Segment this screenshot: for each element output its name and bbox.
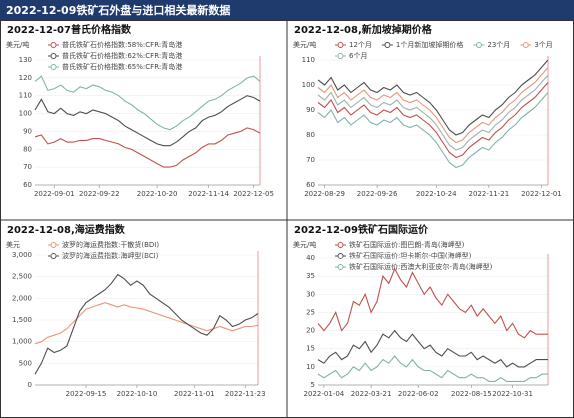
chart-title: 2022-12-07普氏价格指数 <box>7 23 132 36</box>
y-tick-label: 15 <box>306 345 315 353</box>
x-tick-label: 2022-11-14 <box>188 190 229 198</box>
y-tick-label: 130 <box>19 56 32 64</box>
x-tick-label: 2022-08-15 <box>451 390 492 398</box>
y-tick-label: 90 <box>23 127 32 135</box>
legend-label: 普氏铁矿石价格指数:58%:CFR:青岛港 <box>62 40 182 49</box>
y-tick-label: 70 <box>23 163 32 171</box>
legend-label: 波罗的海运费指数:海岬型(BCI) <box>62 251 159 260</box>
y-tick-label: 2,000 <box>12 294 32 302</box>
y-tick-label: 5 <box>311 381 315 389</box>
y-tick-label: 110 <box>19 92 32 100</box>
x-tick-label: 2022-11-23 <box>225 390 266 398</box>
legend-label: 普氏铁矿石价格指数:65%:CFR:青岛港 <box>62 62 182 71</box>
series-line <box>34 95 261 147</box>
series-line <box>317 355 548 382</box>
series-line <box>317 67 549 144</box>
y-axis-label: 美元/吨 <box>6 40 29 49</box>
x-tick-label: 2022-06-02 <box>398 390 439 398</box>
x-tick-label: 2022-01-04 <box>304 390 345 398</box>
x-tick-label: 2022-09-01 <box>34 190 75 198</box>
legend-label: 铁矿石国际运价:坦卡斯尔-中国(海岬型) <box>349 251 472 260</box>
x-tick-label: 2022-08-29 <box>304 190 345 198</box>
x-tick-label: 2022-11-01 <box>174 390 215 398</box>
y-tick-label: 0 <box>28 381 32 389</box>
y-tick-label: 35 <box>306 272 315 280</box>
legend-dot <box>50 64 57 70</box>
series-line <box>317 329 548 368</box>
series-line <box>34 75 261 131</box>
series-line <box>317 74 549 151</box>
y-tick-label: 1,500 <box>12 316 32 324</box>
y-tick-label: 100 <box>302 81 315 89</box>
legend-label: 6个月 <box>349 52 367 60</box>
x-tick-label: 2022-10-24 <box>416 190 457 198</box>
x-tick-label: 2022-09-15 <box>66 390 107 398</box>
y-tick-label: 25 <box>306 308 315 316</box>
series-line <box>317 82 549 159</box>
chart-title: 2022-12-08,海运费指数 <box>7 223 126 236</box>
series-line <box>317 267 548 339</box>
x-tick-label: 2022-10-10 <box>117 390 158 398</box>
legend-label: 23个月 <box>487 41 510 49</box>
x-tick-label: 2022-09-22 <box>79 190 120 198</box>
y-tick-label: 3,000 <box>12 251 32 259</box>
y-tick-label: 60 <box>306 181 315 189</box>
series-line <box>34 127 261 168</box>
y-tick-label: 500 <box>19 359 32 367</box>
y-axis-label: 美元 <box>6 240 20 249</box>
y-tick-label: 20 <box>306 327 315 335</box>
series-line <box>34 302 259 345</box>
y-tick-label: 40 <box>306 254 315 262</box>
legend-dot <box>337 264 344 270</box>
y-tick-label: 110 <box>302 56 315 64</box>
y-tick-label: 10 <box>306 363 315 371</box>
x-tick-label: 2022-10-31 <box>492 390 533 398</box>
legend-dot <box>50 253 57 259</box>
y-tick-label: 120 <box>19 74 32 82</box>
legend-dot <box>337 53 344 59</box>
series-line <box>317 59 549 136</box>
legend-label: 铁矿石国际运价:图巴朗-青岛(海岬型) <box>349 240 465 249</box>
x-tick-label: 2022-09-26 <box>357 190 398 198</box>
x-tick-label: 2022-03-21 <box>351 390 392 398</box>
y-tick-label: 1,000 <box>12 338 32 346</box>
legend-label: 普氏铁矿石价格指数:62%:CFR:青岛港 <box>62 51 182 60</box>
header-title: 2022-12-09铁矿石外盘与进口相关最新数据 <box>6 3 230 17</box>
x-tick-label: 2022-11-21 <box>469 190 510 198</box>
legend-dot <box>337 253 344 259</box>
legend-dot <box>337 242 344 248</box>
legend-label: 铁矿石国际运价:西澳大利亚皮尔-青岛(海岬型) <box>349 262 493 271</box>
header-bar <box>0 0 574 20</box>
y-axis-label: 美元/吨 <box>293 240 316 249</box>
legend-dot <box>475 42 482 48</box>
legend-label: 12个月 <box>349 41 372 49</box>
x-tick-label: 2022-12-05 <box>233 190 274 198</box>
series-line <box>34 273 259 375</box>
y-tick-label: 80 <box>23 145 32 153</box>
legend-dot <box>50 53 57 59</box>
y-axis-label: 美元/吨 <box>293 40 316 49</box>
legend-dot <box>337 42 344 48</box>
y-tick-label: 100 <box>19 110 32 118</box>
x-tick-label: 2022-10-20 <box>137 190 178 198</box>
chart-title: 2022-12-09铁矿石国际运价 <box>294 223 429 236</box>
y-tick-label: 90 <box>306 106 315 114</box>
y-tick-label: 2,500 <box>12 273 32 281</box>
legend-dot <box>50 242 57 248</box>
legend-label: 3个月 <box>534 41 552 49</box>
legend-dot <box>384 42 391 48</box>
chart-title: 2022-12-08,新加坡掉期价格 <box>294 23 433 36</box>
legend-label: 1个月新加坡掉期价格 <box>396 40 463 49</box>
legend-dot <box>50 42 57 48</box>
y-tick-label: 60 <box>23 181 32 189</box>
legend-dot <box>522 42 529 48</box>
y-tick-label: 30 <box>306 290 315 298</box>
series-line <box>317 92 549 169</box>
y-tick-label: 70 <box>306 156 315 164</box>
y-tick-label: 80 <box>306 131 315 139</box>
x-tick-label: 2022-12-01 <box>521 190 562 198</box>
legend-label: 波罗的海运费指数:干散货(BDI) <box>62 240 159 249</box>
